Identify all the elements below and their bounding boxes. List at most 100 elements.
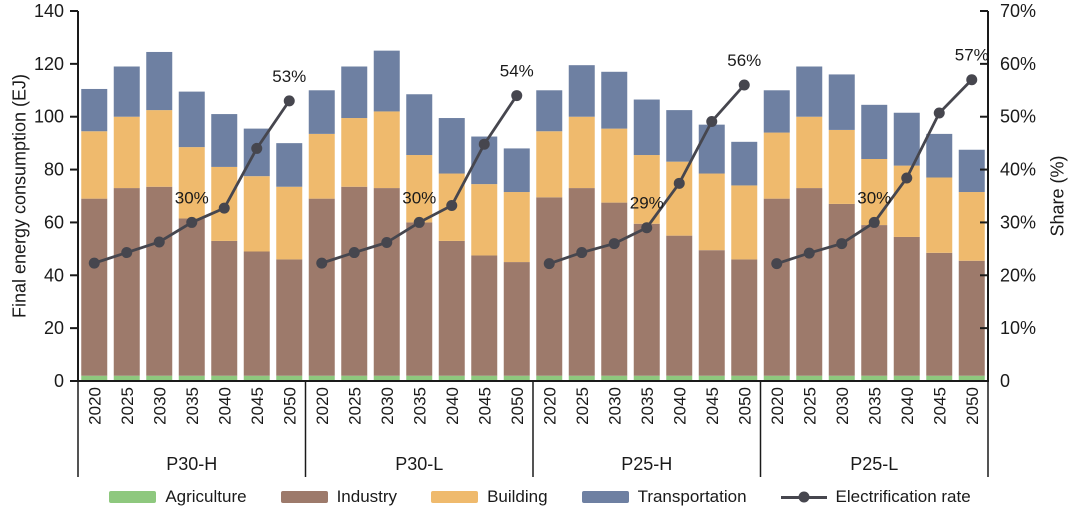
bar-segment-industry: [471, 255, 498, 376]
line-annotation: 30%: [175, 188, 209, 207]
bar-segment-agriculture: [276, 375, 303, 381]
bar-segment-transportation: [308, 90, 335, 134]
electrification-rate-point: [316, 257, 328, 269]
year-tick-label: 2050: [963, 387, 982, 425]
bar-segment-industry: [958, 260, 985, 376]
bar-segment-transportation: [113, 66, 140, 117]
bar-segment-transportation: [731, 141, 758, 186]
bar-segment-transportation: [601, 71, 628, 129]
bar-segment-agriculture: [828, 375, 855, 381]
bar-segment-building: [666, 161, 693, 236]
electrification-rate-point: [446, 200, 458, 212]
bar-segment-building: [763, 132, 790, 199]
year-tick-label: 2045: [248, 387, 267, 425]
electrification-rate-point: [641, 222, 653, 234]
bar-segment-agriculture: [178, 375, 205, 381]
bar-segment-transportation: [796, 66, 823, 117]
electrification-rate-point: [348, 247, 360, 259]
year-tick-label: 2050: [508, 387, 527, 425]
year-tick-label: 2020: [540, 387, 559, 425]
bar-segment-building: [698, 173, 725, 251]
right-axis-tick-label: 0: [1000, 371, 1010, 391]
bar-segment-building: [146, 110, 173, 187]
bar-segment-agriculture: [341, 375, 368, 381]
transportation-swatch-icon: [581, 491, 629, 503]
bar-segment-agriculture: [601, 375, 628, 381]
right-axis-tick-label: 20%: [1000, 265, 1036, 285]
bar-segment-agriculture: [211, 375, 238, 381]
electrification-rate-point: [413, 216, 425, 228]
electrification-rate-point: [933, 107, 945, 119]
bar-segment-transportation: [406, 94, 433, 156]
left-axis-tick-label: 80: [44, 160, 64, 180]
left-axis-tick-label: 140: [34, 1, 64, 21]
electrification-rate-point: [868, 216, 880, 228]
bar-segment-agriculture: [958, 375, 985, 381]
bar-segment-building: [276, 186, 303, 260]
bar-segment-agriculture: [536, 375, 563, 381]
bar-segment-building: [471, 184, 498, 256]
right-axis-tick-label: 10%: [1000, 318, 1036, 338]
bar-segment-building: [926, 177, 953, 253]
electrification-rate-point: [218, 202, 230, 214]
bar-segment-building: [796, 116, 823, 189]
legend-label-agriculture: Agriculture: [165, 487, 247, 506]
bar-segment-agriculture: [926, 375, 953, 381]
left-axis-tick-label: 40: [44, 265, 64, 285]
right-axis-tick-label: 50%: [1000, 107, 1036, 127]
bar-segment-industry: [796, 188, 823, 376]
bar-segment-transportation: [373, 50, 400, 112]
building-swatch-icon: [431, 491, 479, 503]
legend-item-electrification-rate: Electrification rate: [780, 487, 971, 507]
electrification-rate-point: [153, 236, 165, 248]
year-tick-label: 2040: [898, 387, 917, 425]
year-tick-label: 2035: [183, 387, 202, 425]
bar-segment-industry: [731, 259, 758, 376]
year-tick-label: 2045: [475, 387, 494, 425]
line-annotation: 54%: [500, 62, 534, 81]
bar-segment-industry: [633, 223, 660, 376]
bar-segment-building: [308, 133, 335, 199]
legend-label-electrification-rate: Electrification rate: [835, 487, 971, 506]
bar-segment-agriculture: [81, 375, 108, 381]
bar-segment-agriculture: [406, 375, 433, 381]
electrification-rate-point: [186, 216, 198, 228]
line-annotation: 56%: [727, 51, 761, 70]
bar-segment-transportation: [926, 133, 953, 178]
bar-segment-transportation: [633, 99, 660, 156]
bar-segment-agriculture: [893, 375, 920, 381]
bar-segment-agriculture: [698, 375, 725, 381]
left-axis-tick-label: 120: [34, 54, 64, 74]
bar-segment-transportation: [211, 114, 238, 167]
bar-segment-building: [828, 129, 855, 204]
chart-canvas: 020406080100120140010%20%30%40%50%60%70%…: [34, 1, 1036, 477]
panel-label: P25-H: [621, 454, 672, 474]
electrification-rate-point: [836, 238, 848, 250]
agriculture-swatch-icon: [109, 491, 157, 503]
line-annotation: 30%: [857, 188, 891, 207]
legend-label-transportation: Transportation: [637, 487, 747, 506]
year-tick-label: 2035: [410, 387, 429, 425]
electrification-rate-point: [576, 247, 588, 259]
bar-segment-transportation: [861, 104, 888, 159]
line-annotation: 29%: [630, 194, 664, 213]
electrification-rate-point: [706, 115, 718, 127]
year-tick-label: 2030: [833, 387, 852, 425]
bar-segment-transportation: [178, 91, 205, 148]
electrification-rate-point: [381, 237, 393, 249]
electrification-rate-point: [738, 79, 750, 91]
electrification-rate-point: [901, 172, 913, 184]
line-annotation: 57%: [955, 46, 989, 65]
bar-segment-building: [536, 131, 563, 198]
bar-segment-agriculture: [308, 375, 335, 381]
bar-segment-agriculture: [731, 375, 758, 381]
bar-segment-industry: [536, 197, 563, 376]
year-tick-label: 2035: [638, 387, 657, 425]
bar-segment-building: [633, 155, 660, 224]
bar-segment-industry: [178, 218, 205, 376]
bar-segment-transportation: [763, 90, 790, 133]
legend-item-agriculture: Agriculture: [109, 487, 247, 507]
bar-segment-transportation: [828, 74, 855, 130]
bar-segment-industry: [893, 236, 920, 376]
bar-segment-industry: [828, 203, 855, 376]
